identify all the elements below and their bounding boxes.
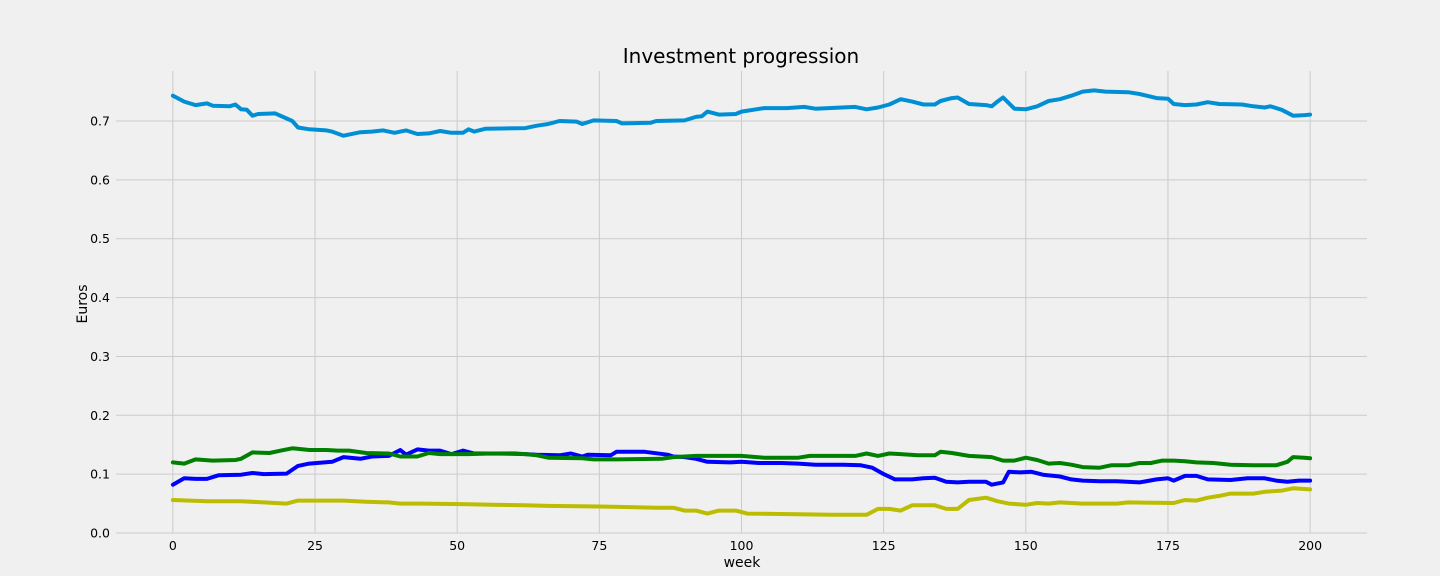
x-tick-label: 25 — [307, 538, 323, 553]
y-tick-label: 0.4 — [90, 290, 110, 305]
x-axis-label: week — [724, 555, 762, 571]
y-tick-label: 0.0 — [90, 526, 110, 541]
x-tick-label: 0 — [169, 538, 177, 553]
x-tick-label: 175 — [1156, 538, 1180, 553]
series-line-3 — [170, 446, 1313, 470]
y-tick-label: 0.7 — [90, 114, 110, 129]
x-tick-label: 50 — [449, 538, 465, 553]
x-tick-label: 75 — [591, 538, 607, 553]
y-tick-label: 0.5 — [90, 231, 110, 246]
y-tick-label: 0.3 — [90, 349, 110, 364]
y-tick-label: 0.2 — [90, 408, 110, 423]
chart-title: Investment progression — [623, 44, 859, 68]
series-lines — [170, 88, 1313, 517]
x-tick-label: 150 — [1014, 538, 1038, 553]
x-tick-label: 100 — [730, 538, 754, 553]
grid-lines — [116, 71, 1367, 534]
x-tick-label: 125 — [872, 538, 896, 553]
y-axis-label: Euros — [75, 284, 91, 323]
series-line-1 — [170, 88, 1313, 138]
y-tick-label: 0.1 — [90, 467, 110, 482]
y-tick-label: 0.6 — [90, 172, 110, 187]
x-axis-ticks: 0 25 50 75 100 125 150 175 200 — [169, 538, 1322, 553]
y-axis-ticks: 0.0 0.1 0.2 0.3 0.4 0.5 0.6 0.7 — [90, 114, 110, 541]
x-tick-label: 200 — [1298, 538, 1322, 553]
series-line-4 — [170, 486, 1313, 517]
series-line-2 — [170, 447, 1313, 487]
